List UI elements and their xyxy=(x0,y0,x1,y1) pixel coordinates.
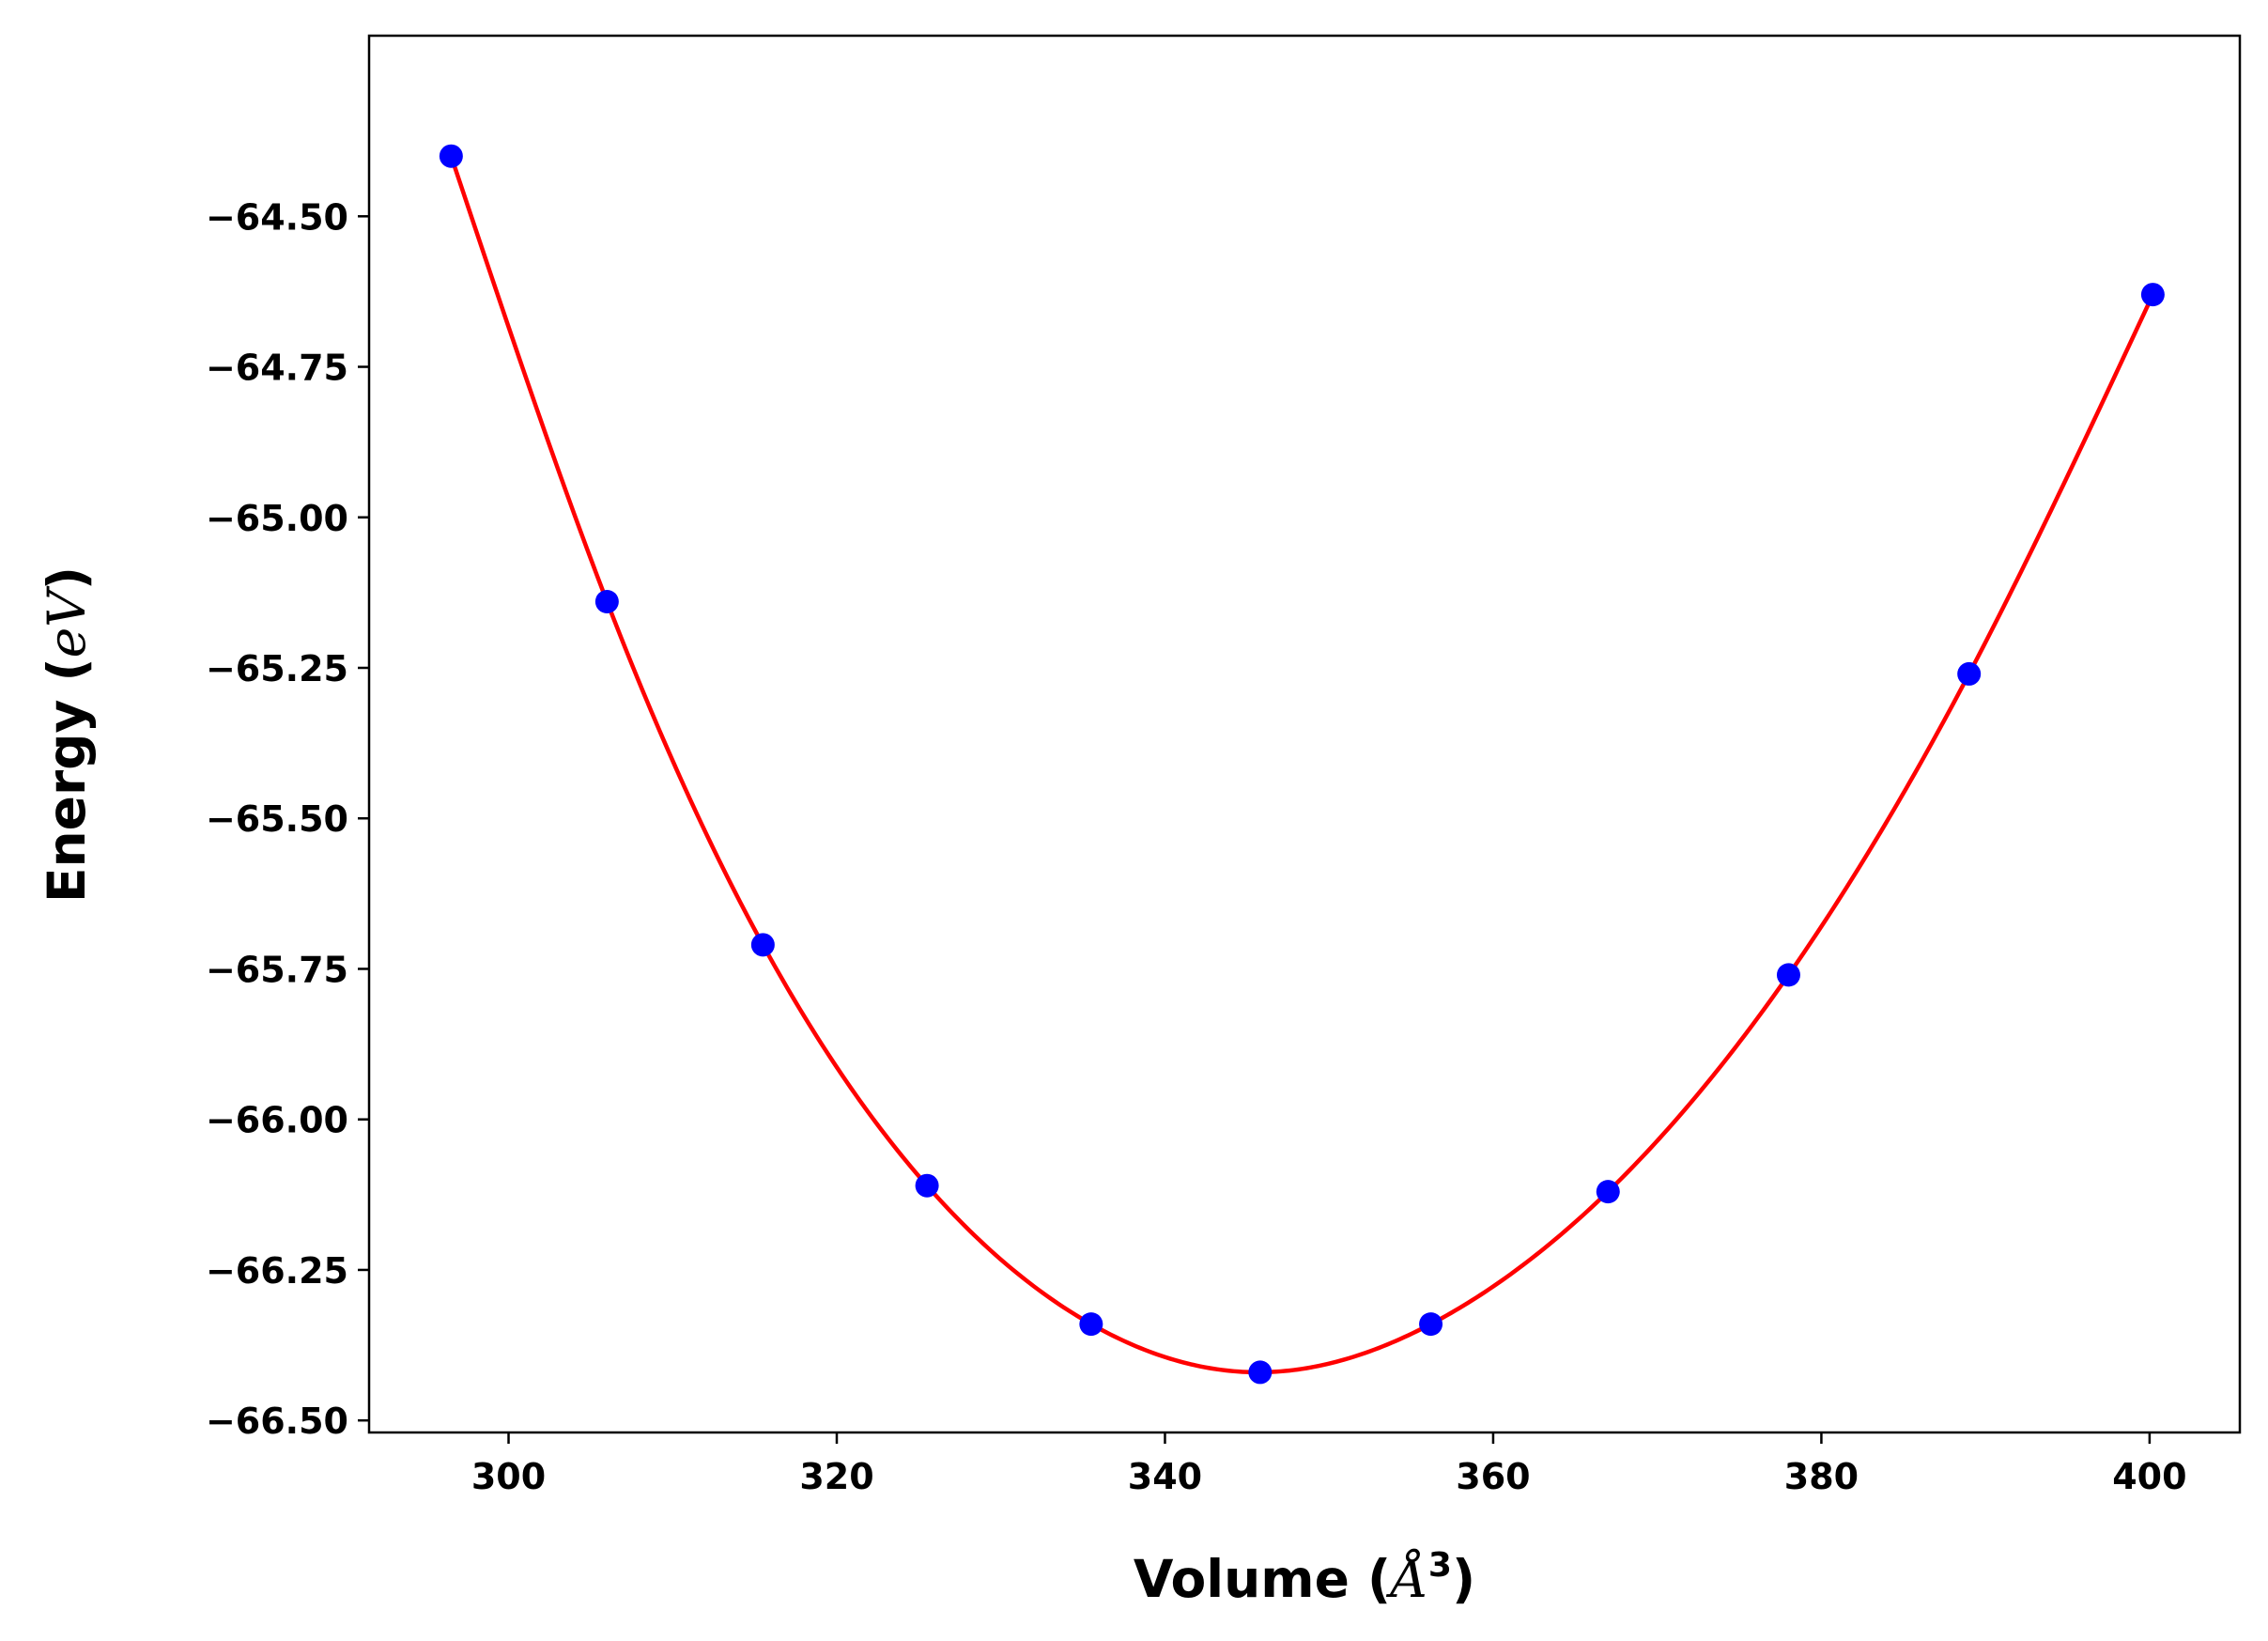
x-axis: 300 320 340 360 380 400 xyxy=(471,1432,2187,1497)
plot-area xyxy=(439,144,2165,1385)
x-tick-label: 380 xyxy=(1784,1456,1859,1497)
y-tick-label: −65.00 xyxy=(206,498,348,539)
y-tick-label: −65.75 xyxy=(206,949,348,990)
x-tick-label: 360 xyxy=(1456,1456,1530,1497)
y-tick-label: −66.00 xyxy=(206,1100,348,1141)
x-tick-label: 320 xyxy=(799,1456,873,1497)
x-tick-label: 400 xyxy=(2112,1456,2186,1497)
y-tick-label: −64.75 xyxy=(206,348,348,389)
data-point xyxy=(2140,283,2165,307)
data-point xyxy=(750,933,775,957)
data-point xyxy=(594,589,619,613)
y-tick-label: −66.25 xyxy=(206,1250,348,1292)
y-axis-label: Energy (eV) xyxy=(37,566,97,903)
data-point xyxy=(1419,1312,1443,1337)
x-tick-label: 300 xyxy=(471,1456,546,1497)
y-tick-label: −65.50 xyxy=(206,798,348,840)
plot-frame xyxy=(367,34,2242,1434)
data-point xyxy=(1248,1360,1273,1385)
fit-curve xyxy=(449,155,2155,1375)
y-axis: −64.50 −64.75 −65.00 −65.25 −65.50 −65.75 −66.… xyxy=(206,196,369,1442)
data-point xyxy=(1957,661,1982,686)
data-point xyxy=(439,144,463,168)
y-tick-label: −65.25 xyxy=(206,648,348,689)
y-tick-label: −64.50 xyxy=(206,196,348,238)
data-point xyxy=(1079,1312,1103,1337)
x-axis-label: Volume (Å3) xyxy=(1134,1546,1475,1609)
x-tick-label: 340 xyxy=(1128,1456,1202,1497)
data-point xyxy=(1776,963,1800,987)
y-tick-label: −66.50 xyxy=(206,1401,348,1442)
data-point xyxy=(1596,1180,1620,1204)
data-point xyxy=(915,1173,939,1198)
